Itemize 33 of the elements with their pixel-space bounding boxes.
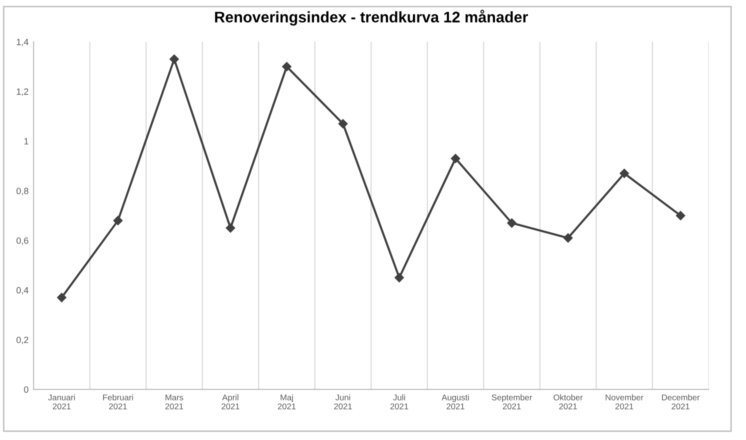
point: [563, 233, 573, 243]
y-tick-label: 0: [24, 386, 28, 393]
x-tick-label: Juni 2021: [334, 394, 352, 410]
x-tick-label: Oktober 2021: [554, 394, 583, 410]
point: [226, 223, 236, 233]
point: [338, 119, 348, 128]
point: [676, 210, 686, 220]
point: [170, 54, 179, 64]
point: [507, 218, 516, 228]
y-tick-label: 1: [24, 138, 28, 144]
x-tick-label: Januari 2021: [48, 394, 75, 410]
chart-title: Renoveringsindex - trendkurva 12 månader: [215, 10, 528, 26]
y-tick-label: 1,2: [16, 88, 28, 96]
x-tick-label: November 2021: [606, 394, 644, 410]
y-tick-label: 0,2: [16, 336, 28, 344]
point: [394, 273, 404, 282]
x-tick-label: Mars 2021: [165, 394, 184, 410]
y-tick-label: 0,6: [16, 237, 28, 245]
x-tick-label: December 2021: [662, 394, 700, 410]
point: [450, 154, 460, 164]
point: [282, 62, 292, 72]
x-tick-label: Februari 2021: [103, 394, 133, 410]
point: [113, 216, 123, 226]
y-tick-label: 0,8: [16, 188, 28, 196]
y-tick-label: 1,4: [16, 38, 28, 46]
x-tick-label: Juli 2021: [390, 394, 408, 410]
x-tick-label: Augusti 2021: [442, 394, 469, 410]
point: [620, 168, 629, 178]
x-tick-label: September 2021: [492, 394, 532, 410]
y-tick-label: 0,4: [16, 287, 28, 295]
point: [57, 292, 66, 302]
x-tick-label: Maj 2021: [278, 394, 296, 410]
x-tick-label: April 2021: [222, 394, 240, 410]
